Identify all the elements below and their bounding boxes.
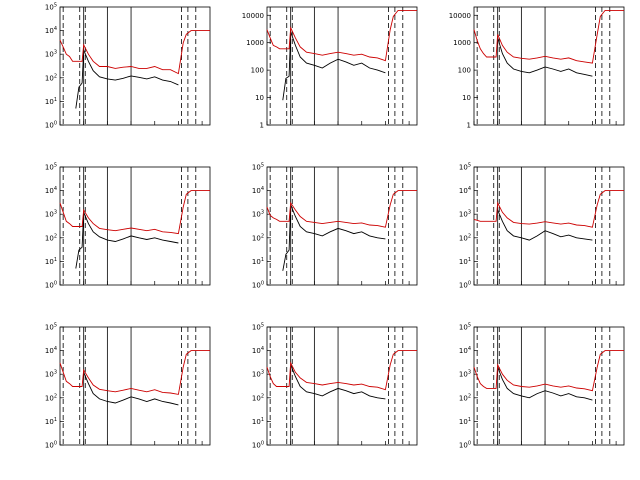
plot-frame [266, 166, 418, 286]
y-tick-label: 105 [252, 163, 264, 172]
y-tick-label: 102 [45, 233, 57, 242]
y-tick-label: 102 [45, 393, 57, 402]
detector-panel-3: 1 10 100 1000 10000 [449, 6, 625, 130]
y-tick-label: 103 [252, 370, 264, 379]
y-tick-label: 105 [459, 323, 471, 332]
y-tick-label: 105 [45, 163, 57, 172]
y-tick-label: 101 [45, 97, 57, 106]
y-tick-label: 105 [252, 323, 264, 332]
plot-frame [59, 6, 211, 126]
plot-frame [59, 166, 211, 286]
y-tick-label: 100 [251, 67, 264, 75]
plot-frame [473, 6, 625, 126]
events-series-line [290, 364, 386, 400]
y-tick-label: 103 [252, 210, 264, 219]
y-tick-label: 104 [252, 346, 264, 355]
y-tick-label: 102 [459, 233, 471, 242]
y-tick-label: 101 [252, 417, 264, 426]
lld-series-line [59, 30, 210, 75]
events-series-line [497, 209, 593, 241]
detector-panel-1: 100 101 102 103 104 105 [45, 3, 211, 130]
detector-panel-8: 100 101 102 103 104 105 [252, 323, 418, 450]
y-tick-label: 100 [45, 441, 57, 450]
lld-series-line [266, 350, 417, 391]
plot-frame [266, 326, 418, 446]
y-tick-label: 105 [45, 323, 57, 332]
y-tick-label: 100 [252, 441, 264, 450]
y-tick-label: 104 [459, 346, 471, 355]
detector-panel-6: 100 101 102 103 104 105 [459, 163, 625, 290]
y-tick-label: 101 [459, 417, 471, 426]
detector-panel-5: 100 101 102 103 104 105 [252, 163, 418, 290]
y-tick-label: 103 [45, 210, 57, 219]
y-tick-label: 103 [45, 50, 57, 59]
lld-series-line [266, 9, 417, 62]
y-tick-label: 104 [45, 186, 57, 195]
detector-panel-2: 1 10 100 1000 10000 [242, 6, 418, 130]
y-tick-label: 10000 [242, 12, 264, 20]
y-tick-label: 103 [459, 370, 471, 379]
lld-series-line [473, 350, 624, 392]
events-series-line [75, 49, 179, 109]
lld-series-line [473, 190, 624, 228]
y-tick-label: 101 [252, 257, 264, 266]
y-tick-label: 100 [459, 281, 471, 290]
events-series-line [497, 37, 593, 77]
y-tick-label: 100 [252, 281, 264, 290]
lld-series-line [59, 190, 210, 235]
y-tick-label: 1 [260, 122, 264, 130]
y-tick-label: 10 [462, 94, 471, 102]
y-tick-label: 104 [45, 26, 57, 35]
y-tick-label: 104 [45, 346, 57, 355]
detector-panel-7: 100 101 102 103 104 105 [45, 323, 211, 450]
events-series-line [282, 204, 386, 271]
y-tick-label: 101 [45, 257, 57, 266]
y-tick-label: 1 [467, 122, 471, 130]
events-series-line [75, 212, 179, 269]
y-tick-label: 101 [45, 417, 57, 426]
plot-frame [473, 166, 625, 286]
y-tick-label: 10000 [449, 12, 471, 20]
y-tick-label: 104 [459, 186, 471, 195]
events-series-line [497, 366, 593, 401]
detector-panel-9: 100 101 102 103 104 105 [459, 323, 625, 450]
y-tick-label: 10 [255, 94, 264, 102]
y-tick-label: 100 [45, 281, 57, 290]
y-tick-label: 1000 [453, 39, 471, 47]
events-series-line [282, 31, 386, 101]
plot-frame [59, 326, 211, 446]
y-tick-label: 101 [459, 257, 471, 266]
y-tick-label: 1000 [246, 39, 264, 47]
y-tick-label: 100 [458, 67, 471, 75]
events-series-line [83, 372, 179, 406]
detector-panel-4: 100 101 102 103 104 105 [45, 163, 211, 290]
y-tick-label: 105 [45, 3, 57, 12]
y-tick-label: 100 [459, 441, 471, 450]
y-tick-label: 105 [459, 163, 471, 172]
y-tick-label: 102 [252, 233, 264, 242]
plot-frame [473, 326, 625, 446]
lld-series-line [59, 350, 210, 395]
y-tick-label: 104 [252, 186, 264, 195]
y-tick-label: 102 [252, 393, 264, 402]
plot-frame [266, 6, 418, 126]
lld-series-line [473, 9, 624, 64]
y-tick-label: 103 [459, 210, 471, 219]
lld-series-line [266, 190, 417, 228]
y-tick-label: 103 [45, 370, 57, 379]
y-tick-label: 100 [45, 121, 57, 130]
y-tick-label: 102 [45, 73, 57, 82]
y-tick-label: 102 [459, 393, 471, 402]
